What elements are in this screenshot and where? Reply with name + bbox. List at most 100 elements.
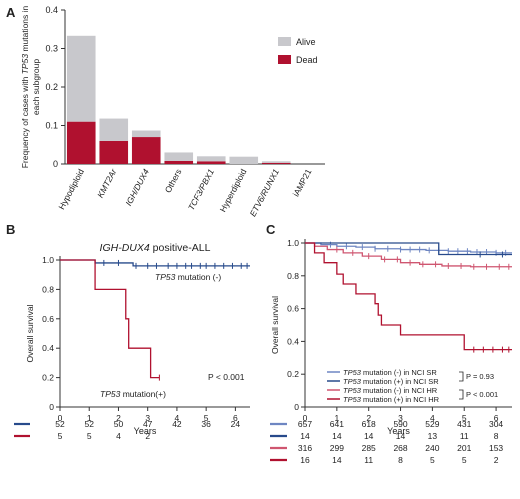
risk-value-b: 47 bbox=[143, 419, 153, 429]
y-axis-label-b: Overall survival bbox=[25, 304, 35, 362]
x-tick-label-c: 1 bbox=[334, 413, 339, 423]
x-category-label: Others bbox=[163, 167, 184, 194]
x-tick-label-b: 2 bbox=[116, 413, 121, 423]
risk-value-c: 529 bbox=[425, 419, 439, 429]
y-tick-label-b: 0.2 bbox=[42, 373, 54, 383]
risk-value-c: 5 bbox=[462, 455, 467, 465]
y-axis-label-a: Frequency of cases with TP53 mutations i… bbox=[20, 5, 41, 168]
y-tick-label-a: 0.1 bbox=[45, 121, 58, 131]
bar-alive-6 bbox=[261, 161, 291, 163]
risk-value-c: 5 bbox=[430, 455, 435, 465]
annotation-pos-b-rest: mutation(+) bbox=[120, 389, 166, 399]
risk-value-c: 13 bbox=[428, 431, 438, 441]
bar-dead-2 bbox=[131, 137, 161, 164]
x-category-label: iAMP21 bbox=[291, 167, 314, 198]
bar-dead-3 bbox=[164, 160, 194, 164]
legend-label-c-3-rest: mutation (+) in NCI HR bbox=[361, 395, 440, 404]
x-tick-label-c: 0 bbox=[303, 413, 308, 423]
legend-label-dead: Dead bbox=[296, 55, 318, 65]
risk-value-c: 8 bbox=[398, 455, 403, 465]
km-curve-c-0 bbox=[305, 242, 512, 254]
risk-value-c: 8 bbox=[494, 431, 499, 441]
risk-value-b: 50 bbox=[114, 419, 124, 429]
risk-value-b: 5 bbox=[58, 431, 63, 441]
y-tick-label-a: 0.2 bbox=[45, 82, 58, 92]
bar-alive-4 bbox=[196, 156, 226, 162]
risk-value-c: 11 bbox=[364, 455, 373, 465]
risk-value-c: 2 bbox=[494, 455, 499, 465]
annotation-neg-b-rest: mutation (-) bbox=[175, 272, 221, 282]
risk-value-c: 201 bbox=[457, 443, 471, 453]
y-tick-label-a: 0 bbox=[53, 159, 58, 169]
risk-value-b: 52 bbox=[55, 419, 65, 429]
risk-value-b: 5 bbox=[87, 431, 92, 441]
risk-value-c: 641 bbox=[330, 419, 344, 429]
panel-label-a: A bbox=[6, 5, 16, 20]
panel-b: B 0 0.2 0.4 0.6 0.8 1.0 0 1 2 3 4 5 6 Years Overall sur… bbox=[6, 222, 250, 441]
x-tick-label-c: 5 bbox=[462, 413, 467, 423]
bar-alive-5 bbox=[229, 156, 259, 164]
pvalue-b: P < 0.001 bbox=[208, 372, 245, 382]
y-axis-label-a-1: Frequency of cases with bbox=[20, 74, 30, 168]
y-tick-label-c: 0.4 bbox=[287, 336, 299, 346]
legend-label-c-3-gene: TP53 bbox=[343, 395, 362, 404]
legend-label-c-0: TP53 mutation (-) in NCI SR bbox=[343, 368, 437, 377]
y-tick-label-b: 0.8 bbox=[42, 284, 54, 294]
risk-value-b: 24 bbox=[231, 419, 241, 429]
legend-swatch-alive bbox=[278, 37, 291, 46]
bar-alive-0 bbox=[66, 35, 96, 122]
x-tick-label-c: 6 bbox=[494, 413, 499, 423]
y-tick-label-b: 0.4 bbox=[42, 343, 54, 353]
risk-value-c: 299 bbox=[330, 443, 344, 453]
y-tick-label-c: 0.8 bbox=[287, 271, 299, 281]
km-curve-c-3 bbox=[305, 242, 512, 351]
y-axis-label-a-2: mutations in bbox=[20, 5, 30, 53]
y-tick-label-a: 0.3 bbox=[45, 44, 58, 54]
x-category-label: IGH/DUX4 bbox=[123, 167, 151, 207]
x-tick-label-b: 1 bbox=[87, 413, 92, 423]
legend-label-c-1-rest: mutation (+) in NCI SR bbox=[361, 377, 439, 386]
legend-label-c-1-gene: TP53 bbox=[343, 377, 362, 386]
risk-value-c: 316 bbox=[298, 443, 312, 453]
bar-dead-6 bbox=[261, 162, 291, 164]
panel-label-c: C bbox=[266, 222, 276, 237]
y-tick-label-c: 0.2 bbox=[287, 369, 299, 379]
legend-label-c-1: TP53 mutation (+) in NCI SR bbox=[343, 377, 439, 386]
risk-value-c: 431 bbox=[457, 419, 471, 429]
y-tick-label-b: 1.0 bbox=[42, 255, 54, 265]
risk-value-c: 14 bbox=[300, 431, 310, 441]
legend-swatch-dead bbox=[278, 55, 291, 64]
x-axis-label-c: Years bbox=[387, 426, 410, 436]
risk-value-c: 153 bbox=[489, 443, 503, 453]
risk-value-c: 590 bbox=[393, 419, 407, 429]
y-tick-label-c: 0.6 bbox=[287, 304, 299, 314]
pvalue-hr: P < 0.001 bbox=[466, 390, 498, 399]
legend-label-c-2-rest: mutation (-) in NCI HR bbox=[361, 386, 438, 395]
km-curve-c-2 bbox=[305, 242, 512, 268]
km-curve-b-0 bbox=[60, 259, 250, 267]
risk-value-b: 2 bbox=[145, 431, 150, 441]
y-tick-label-c: 1.0 bbox=[287, 238, 299, 248]
panel-label-b: B bbox=[6, 222, 15, 237]
risk-value-c: 16 bbox=[300, 455, 310, 465]
x-axis-label-b: Years bbox=[134, 426, 157, 436]
km-curve-b-1 bbox=[60, 259, 160, 379]
risk-value-c: 285 bbox=[362, 443, 376, 453]
risk-value-c: 618 bbox=[362, 419, 376, 429]
x-category-label: Hyperdiploid bbox=[218, 167, 249, 214]
x-tick-label-b: 6 bbox=[233, 413, 238, 423]
y-tick-label-b: 0 bbox=[49, 402, 54, 412]
panel-c: C 0 0.2 0.4 0.6 0.8 1.0 0 1 2 3 4 5 6 Years Overall sur… bbox=[266, 222, 512, 465]
bar-alive-1 bbox=[99, 118, 129, 141]
legend-label-c-0-rest: mutation (-) in NCI SR bbox=[361, 368, 437, 377]
risk-value-c: 268 bbox=[393, 443, 407, 453]
legend-label-c-2: TP53 mutation (-) in NCI HR bbox=[343, 386, 438, 395]
chart-title-b-rest: positive-ALL bbox=[150, 242, 211, 254]
y-axis-label-a-gene: TP53 bbox=[20, 54, 30, 75]
annotation-pos-b-gene: TP53 bbox=[100, 389, 121, 399]
y-tick-label-c: 0 bbox=[294, 402, 299, 412]
x-tick-label-b: 4 bbox=[175, 413, 180, 423]
x-tick-label-b: 3 bbox=[145, 413, 150, 423]
y-tick-label-a: 0.4 bbox=[45, 5, 58, 15]
